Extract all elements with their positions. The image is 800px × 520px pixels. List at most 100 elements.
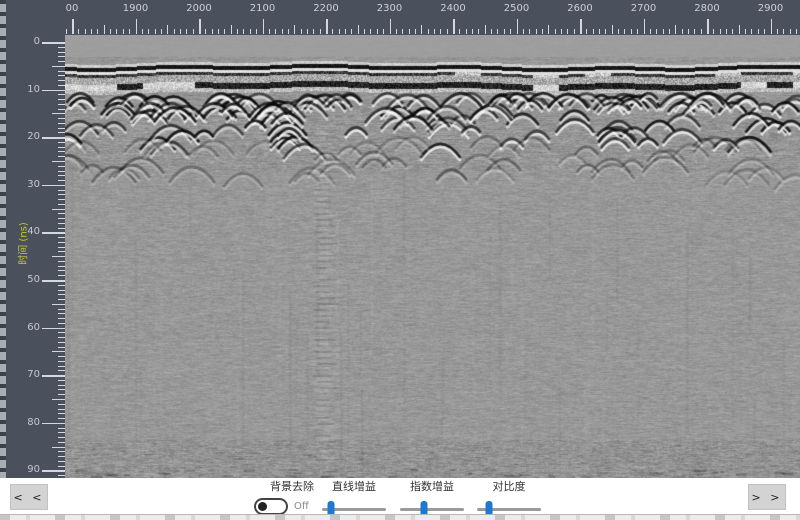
distance-tick <box>649 28 651 34</box>
time-axis-title: 时间 (ns) <box>18 222 30 265</box>
time-tick <box>58 165 65 167</box>
distance-tick <box>630 28 632 34</box>
time-tick <box>58 80 65 82</box>
time-tick <box>58 441 65 443</box>
distance-tick <box>459 28 461 34</box>
time-tick <box>58 432 65 434</box>
distance-tick <box>389 19 391 34</box>
distance-tick <box>224 28 226 34</box>
distance-tick <box>789 28 791 34</box>
distance-tick <box>567 28 569 34</box>
time-tick <box>58 384 65 386</box>
linear-gain-slider-thumb[interactable] <box>327 501 335 517</box>
contrast-slider-track[interactable] <box>477 501 541 517</box>
distance-tick <box>510 28 512 34</box>
exponential-gain-slider-thumb[interactable] <box>420 501 428 517</box>
distance-tick-label: 2500 <box>503 3 530 14</box>
time-tick <box>58 227 65 229</box>
distance-tick-label: 2700 <box>630 3 657 14</box>
time-tick <box>58 103 65 105</box>
time-tick <box>58 284 65 286</box>
time-tick <box>58 127 65 129</box>
linear-gain-slider-track[interactable] <box>322 501 386 517</box>
distance-tick <box>65 28 67 34</box>
distance-tick <box>332 28 334 34</box>
distance-tick-label: 2400 <box>440 3 466 14</box>
contrast-slider-thumb[interactable] <box>485 501 493 517</box>
distance-tick-label: 2900 <box>757 3 784 14</box>
distance-tick <box>103 25 105 34</box>
exponential-gain-slider-track[interactable] <box>400 501 464 517</box>
background-removal-toggle[interactable] <box>254 498 288 515</box>
distance-tick <box>294 25 296 34</box>
time-tick <box>52 161 65 162</box>
time-tick <box>58 51 65 53</box>
distance-tick <box>72 19 74 34</box>
distance-tick <box>580 19 582 34</box>
time-tick <box>58 403 65 405</box>
distance-tick <box>783 28 785 34</box>
distance-tick <box>745 28 747 34</box>
distance-tick <box>275 28 277 34</box>
time-tick <box>58 175 65 177</box>
time-tick <box>58 341 65 343</box>
time-tick <box>58 460 65 462</box>
distance-tick <box>186 28 188 34</box>
time-axis-ruler: 时间 (ns) 0 10 20 30 40 50 60 70 80 90 <box>6 0 65 478</box>
distance-tick <box>383 28 385 34</box>
window-edge-marks <box>0 0 6 478</box>
time-tick <box>58 156 65 158</box>
scroll-right-button[interactable]: > > <box>748 484 786 510</box>
time-tick <box>58 61 65 63</box>
time-tick <box>58 475 65 477</box>
distance-tick <box>719 28 721 34</box>
distance-tick <box>351 28 353 34</box>
distance-tick <box>421 25 423 34</box>
distance-axis-ruler: 00 1900 2000 2100 2200 2300 2400 2500 2600 2700 28… <box>65 0 800 35</box>
distance-tick-label: 1900 <box>122 3 149 14</box>
time-tick <box>58 75 65 77</box>
time-tick-label: 0 <box>33 36 40 47</box>
background-removal-state: Off <box>294 501 309 512</box>
distance-tick <box>319 28 321 34</box>
time-tick <box>58 237 65 239</box>
time-tick <box>42 422 65 425</box>
scroll-left-button[interactable]: < < <box>10 484 48 510</box>
distance-tick-label: 2800 <box>694 3 720 14</box>
time-tick <box>58 241 65 243</box>
distance-tick <box>637 28 639 34</box>
time-tick <box>52 208 65 210</box>
distance-tick <box>465 28 467 34</box>
distance-tick <box>491 28 493 34</box>
distance-tick <box>662 28 664 34</box>
time-tick <box>58 418 65 420</box>
contrast-control: 对比度 <box>477 480 541 517</box>
distance-tick <box>656 28 658 34</box>
time-tick-label: 60 <box>27 321 40 333</box>
distance-tick <box>160 28 162 34</box>
time-tick <box>52 65 65 67</box>
distance-tick <box>529 28 531 34</box>
distance-tick <box>675 25 677 34</box>
distance-tick <box>700 28 702 34</box>
time-tick <box>58 251 65 253</box>
distance-tick <box>770 19 772 34</box>
background-removal-label: 背景去除 <box>270 480 314 493</box>
distance-tick <box>643 19 645 34</box>
distance-tick <box>192 28 194 34</box>
time-tick <box>58 84 65 86</box>
distance-tick <box>618 28 620 34</box>
distance-tick <box>453 19 455 34</box>
distance-tick <box>516 19 518 34</box>
distance-tick <box>427 28 429 34</box>
time-tick <box>58 360 65 362</box>
radargram-image <box>65 35 800 478</box>
time-tick <box>58 465 65 467</box>
distance-tick <box>554 28 556 34</box>
time-tick-label: 80 <box>27 416 40 428</box>
distance-tick <box>522 28 524 34</box>
time-tick-label: 10 <box>27 83 40 95</box>
distance-tick <box>326 19 328 34</box>
distance-tick <box>205 28 207 34</box>
time-tick <box>58 332 65 334</box>
